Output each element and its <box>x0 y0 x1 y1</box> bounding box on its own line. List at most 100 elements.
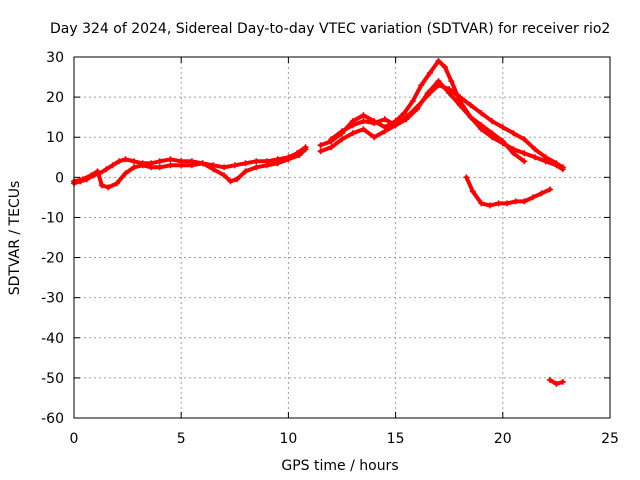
data-point <box>242 160 249 167</box>
data-point <box>360 126 367 133</box>
data-point <box>227 178 234 185</box>
x-tick-label: 0 <box>70 431 79 447</box>
data-point <box>274 160 281 167</box>
data-point <box>409 98 416 105</box>
x-tick-label: 20 <box>494 431 512 447</box>
data-point <box>478 122 485 129</box>
data-point <box>221 164 228 171</box>
data-point <box>499 124 506 131</box>
data-point <box>221 172 228 179</box>
data-point <box>521 150 528 157</box>
y-tick-label: 30 <box>46 50 64 66</box>
data-point <box>401 110 408 117</box>
y-tick-label: -60 <box>41 411 64 427</box>
data-point <box>467 114 474 121</box>
data-point <box>426 70 433 77</box>
data-point <box>94 168 101 175</box>
data-point <box>328 136 335 143</box>
y-axis-label: SDTVAR / TECUs <box>7 181 23 296</box>
data-point <box>478 110 485 117</box>
data-point <box>512 198 519 205</box>
data-point <box>296 152 303 159</box>
data-point <box>178 162 185 169</box>
data-point <box>469 188 476 195</box>
data-point <box>167 162 174 169</box>
data-point <box>499 138 506 145</box>
data-point <box>521 198 528 205</box>
data-point <box>546 376 553 383</box>
series-track-e <box>328 78 528 165</box>
data-point <box>98 182 105 189</box>
grid-lines <box>74 57 610 418</box>
chart-title: Day 324 of 2024, Sidereal Day-to-day VTE… <box>50 21 610 37</box>
data-point <box>504 200 511 207</box>
data-point <box>559 164 566 171</box>
data-point <box>253 164 260 171</box>
data-point <box>113 180 120 187</box>
data-point <box>199 160 206 167</box>
data-point <box>486 202 493 209</box>
data-point <box>233 176 240 183</box>
data-point <box>131 158 138 165</box>
data-point <box>381 116 388 123</box>
data-point <box>495 200 502 207</box>
data-point <box>188 162 195 169</box>
series-track-c <box>317 58 566 173</box>
data-point <box>542 154 549 161</box>
x-axis-label: GPS time / hours <box>281 458 398 474</box>
data-point <box>139 162 146 169</box>
data-point <box>210 166 217 173</box>
data-point <box>381 128 388 135</box>
data-point <box>88 172 95 179</box>
data-point <box>285 156 292 163</box>
data-point <box>360 118 367 125</box>
data-point <box>456 102 463 109</box>
data-point <box>448 78 455 85</box>
data-point <box>122 156 129 163</box>
data-point <box>360 112 367 119</box>
data-point <box>478 200 485 207</box>
data-point <box>435 78 442 85</box>
data-point <box>489 130 496 137</box>
y-tick-label: 20 <box>46 90 64 106</box>
axis-ticks: 0 5 10 15 20 25 30 20 10 0 -10 -20 -30 -40 -50 -60 <box>41 50 619 447</box>
data-point <box>521 136 528 143</box>
data-point <box>435 58 442 65</box>
data-point <box>418 82 425 89</box>
y-tick-label: 0 <box>55 170 64 186</box>
y-tick-label: -40 <box>41 331 64 347</box>
data-point <box>371 120 378 127</box>
data-point <box>317 142 324 149</box>
data-point <box>441 64 448 71</box>
data-point <box>242 168 249 175</box>
series-line <box>464 175 552 208</box>
data-point <box>109 162 116 169</box>
data-point <box>510 150 517 157</box>
data-point <box>339 128 345 135</box>
data-point <box>538 190 545 197</box>
y-tick-label: -20 <box>41 251 64 267</box>
y-tick-label: -10 <box>41 210 64 226</box>
data-point <box>424 90 431 97</box>
data-point <box>317 148 324 155</box>
data-point <box>392 122 399 129</box>
y-tick-label: 10 <box>46 130 64 146</box>
data-point <box>328 144 335 151</box>
data-point <box>463 174 470 181</box>
data-point <box>302 146 309 153</box>
data-series <box>71 58 566 387</box>
x-tick-label: 25 <box>601 431 619 447</box>
data-point <box>156 164 163 171</box>
data-point <box>553 160 560 167</box>
y-tick-label: -30 <box>41 291 64 307</box>
data-point <box>531 146 538 153</box>
data-point <box>414 106 421 113</box>
data-point <box>116 158 123 165</box>
data-point <box>263 162 270 169</box>
x-tick-label: 10 <box>279 431 297 447</box>
data-point <box>349 130 356 137</box>
data-point <box>403 116 410 123</box>
data-point <box>156 158 163 165</box>
series-track-b <box>71 146 309 191</box>
